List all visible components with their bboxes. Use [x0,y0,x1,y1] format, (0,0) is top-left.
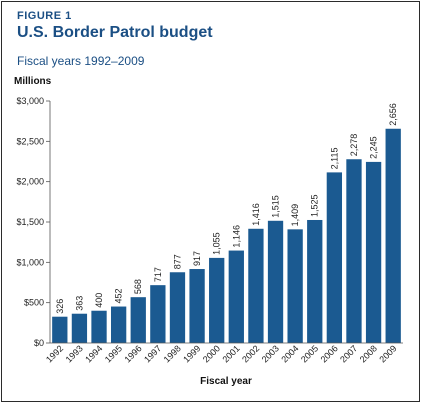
bar [130,297,146,343]
bar [346,159,362,343]
bar-value-label: 2,656 [388,103,398,126]
bar [228,250,244,343]
x-tick-label: 2008 [358,343,379,364]
bar-value-label: 917 [192,251,202,266]
x-tick-label: 1995 [103,343,124,364]
y-tick-label: $500 [24,298,44,308]
x-tick-label: 2009 [377,343,398,364]
x-tick-label: 1997 [142,343,163,364]
x-tick-label: 2006 [319,343,340,364]
x-tick-label: 2007 [338,343,359,364]
bar-value-label: 2,245 [369,136,379,159]
bar [91,310,107,343]
bar-value-label: 717 [153,267,163,282]
bar-value-label: 2,115 [329,148,339,170]
x-tick-label: 2001 [220,343,241,364]
bar [267,220,284,343]
bar [52,316,68,343]
x-tick-label: 2003 [260,343,281,364]
bar [385,128,401,343]
x-tick-label: 1996 [122,343,143,364]
x-tick-label: 2000 [201,343,222,364]
bar [326,172,343,343]
x-tick-label: 2004 [279,343,300,364]
bar-value-label: 1,525 [310,194,320,217]
bar [169,272,186,343]
bar-value-label: 326 [55,299,65,314]
y-tick-label: $0 [34,338,44,348]
bar-value-label: 877 [172,254,182,269]
x-tick-label: 2002 [240,343,261,364]
x-tick-label: 2005 [299,343,320,364]
chart-title: U.S. Border Patrol budget [17,24,213,41]
bar-value-label: 568 [133,279,143,294]
bar [307,219,323,343]
bar-value-label: 1,515 [271,195,281,218]
bar [287,229,303,343]
x-tick-label: 1998 [162,343,183,364]
x-tick-label: 1994 [83,343,104,364]
y-tick-label: $1,500 [16,217,44,227]
figure-label: FIGURE 1 [17,10,72,22]
bar-value-label: 452 [114,289,124,304]
bar-value-label: 2,278 [349,134,359,157]
bar-value-label: 363 [74,296,84,311]
bar-value-label: 1,416 [251,203,261,226]
bar [365,161,382,343]
y-tick-label: $2,000 [16,177,44,187]
bar [71,313,88,343]
bar [189,269,205,343]
y-axis-label: Millions [14,76,52,87]
bar-value-label: 1,055 [212,232,222,255]
y-tick-label: $3,000 [16,96,44,106]
y-tick-label: $1,000 [16,257,44,267]
x-tick-label: 1999 [181,343,202,364]
bar [150,285,166,343]
bar [248,228,264,343]
y-tick-label: $2,500 [16,136,44,146]
bar-value-label: 1,146 [231,225,241,248]
x-tick-label: 1992 [44,343,65,364]
bar-value-label: 1,409 [290,204,300,227]
bar [110,306,127,343]
bar-value-label: 400 [94,293,104,308]
x-tick-label: 1993 [64,343,85,364]
chart-subtitle: Fiscal years 1992–2009 [17,54,145,68]
x-axis-title: Fiscal year [200,376,252,387]
bar [209,257,225,343]
